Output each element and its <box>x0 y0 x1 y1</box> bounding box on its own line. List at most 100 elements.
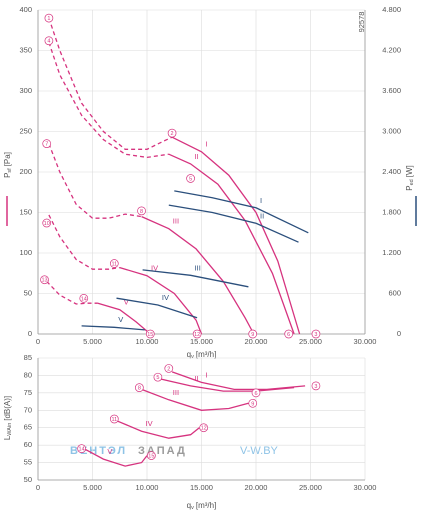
point-marker: 5 <box>186 174 195 183</box>
x-tick-label: 5.000 <box>83 483 102 492</box>
y-tick-label: 65 <box>24 423 32 432</box>
y-tick-label: 85 <box>24 353 32 362</box>
watermark-c: V-W.BY <box>240 445 279 457</box>
point-marker: 9 <box>248 329 258 339</box>
point-marker: 8 <box>137 206 146 216</box>
marker-circle <box>251 388 261 398</box>
marker-label: 11 <box>111 417 117 423</box>
x-tick-label: 10.000 <box>136 337 159 346</box>
curve-label: V <box>118 315 123 324</box>
marker-circle <box>42 218 52 228</box>
axis-label: qv [m³/h] <box>187 350 217 360</box>
marker-label: 3 <box>314 384 317 390</box>
marker-circle <box>40 275 49 285</box>
y2-tick-label: 2.400 <box>382 167 401 176</box>
label-main: P <box>3 173 12 178</box>
label-sub: v <box>191 354 194 360</box>
marker-label: 13 <box>41 278 47 284</box>
curve-label: I <box>206 370 208 379</box>
y-tick-label: 200 <box>19 167 32 176</box>
marker-circle <box>109 259 119 268</box>
curve <box>142 269 249 288</box>
point-marker: 6 <box>284 329 294 339</box>
point-marker: 4 <box>44 36 54 46</box>
label-unit: [m³/h] <box>196 350 216 359</box>
curve <box>174 190 309 234</box>
marker-circle <box>137 206 146 216</box>
marker-label: 5 <box>189 176 192 182</box>
curve <box>48 42 169 159</box>
curve <box>48 214 120 270</box>
y-tick-label: 350 <box>19 45 32 54</box>
x-tick-label: 25.000 <box>299 483 322 492</box>
x-tick-label: 0 <box>36 483 40 492</box>
marker-label: 5 <box>156 375 159 381</box>
marker-label: 4 <box>47 39 50 45</box>
marker-circle <box>153 372 163 382</box>
point-marker: 11 <box>109 414 119 424</box>
axis-label: LWAin [dB(A)] <box>3 396 13 440</box>
marker-circle <box>109 414 119 424</box>
marker-circle <box>79 294 89 303</box>
marker-label: 14 <box>81 296 87 302</box>
marker-circle <box>248 398 258 408</box>
marker-circle <box>167 128 177 138</box>
marker-label: 8 <box>140 209 143 215</box>
marker-label: 11 <box>111 261 117 267</box>
marker-circle <box>145 329 155 339</box>
curve-label: II <box>195 152 199 161</box>
y2-tick-label: 4.200 <box>382 45 401 54</box>
curve <box>141 388 249 411</box>
y2-tick-label: 0 <box>397 329 401 338</box>
curve-label: V <box>124 298 129 307</box>
point-marker: 12 <box>199 423 209 433</box>
marker-label: 9 <box>251 401 254 407</box>
point-marker: 15 <box>145 329 155 339</box>
y2-tick-label: 600 <box>388 288 401 297</box>
marker-circle <box>199 423 209 433</box>
curve <box>81 325 145 331</box>
point-marker: 2 <box>164 364 174 373</box>
label-unit: [dB(A)] <box>3 396 12 421</box>
point-marker: 14 <box>77 444 86 453</box>
marker-circle <box>77 444 86 453</box>
marker-label: 9 <box>251 332 254 338</box>
curve-label: IV <box>151 264 158 273</box>
y-tick-label: 0 <box>28 329 32 338</box>
marker-label: 10 <box>44 221 50 227</box>
marker-label: 7 <box>45 142 48 148</box>
curve-label: I <box>206 140 208 149</box>
curve <box>119 266 203 335</box>
point-marker: 10 <box>42 218 52 228</box>
curve <box>116 297 198 319</box>
curve <box>171 136 301 335</box>
marker-circle <box>248 329 258 339</box>
curve-label: III <box>195 263 201 272</box>
y2-tick-label: 4.800 <box>382 5 401 14</box>
label-unit: [Pa] <box>3 152 12 166</box>
x-tick-label: 20.000 <box>245 483 268 492</box>
point-marker: 3 <box>311 329 321 339</box>
curve <box>97 302 151 335</box>
label-main: q <box>187 501 191 510</box>
y2-tick-label: 1.200 <box>382 248 401 257</box>
axis-label: Ped [W] <box>405 165 415 190</box>
curve-label: III <box>173 217 179 226</box>
marker-circle <box>44 36 54 46</box>
x-tick-label: 0 <box>36 337 40 346</box>
marker-label: 3 <box>314 332 317 338</box>
curve <box>116 420 200 439</box>
marker-label: 15 <box>148 454 154 460</box>
marker-label: 6 <box>254 391 257 397</box>
x-tick-label: 30.000 <box>354 483 377 492</box>
label-unit: [W] <box>405 165 414 177</box>
marker-circle <box>311 381 321 391</box>
curve-label: III <box>173 388 179 397</box>
curve <box>171 371 306 391</box>
point-marker: 9 <box>248 398 258 408</box>
curve-label: IV <box>162 293 169 302</box>
x-tick-label: 30.000 <box>354 337 377 346</box>
marker-circle <box>44 13 54 23</box>
marker-circle <box>311 329 321 339</box>
